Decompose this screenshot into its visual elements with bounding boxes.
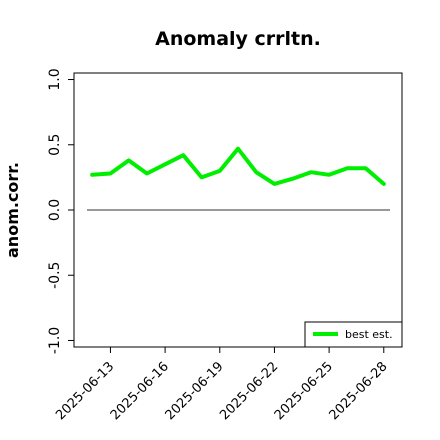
y-axis: -1.0 -0.5 0.0 0.5 1.0 (47, 68, 74, 354)
y-tick-label: 0.0 (47, 199, 63, 221)
legend-label-best-est: best est. (345, 328, 393, 341)
series-layer (90, 146, 386, 186)
y-axis-label: anom.corr. (3, 162, 22, 258)
series-line-best-est (90, 146, 386, 186)
y-tick-label: 1.0 (47, 68, 63, 90)
legend: best est. (304, 321, 403, 348)
y-tick-label: -1.0 (47, 327, 63, 354)
y-tick-label: 0.5 (47, 134, 63, 156)
x-axis: 2025-06-132025-06-162025-06-192025-06-22… (53, 347, 391, 423)
chart-title: Anomaly crrltn. (155, 28, 321, 50)
y-tick-label: -0.5 (47, 262, 63, 289)
x-tick-label: 2025-06-28 (327, 359, 391, 423)
